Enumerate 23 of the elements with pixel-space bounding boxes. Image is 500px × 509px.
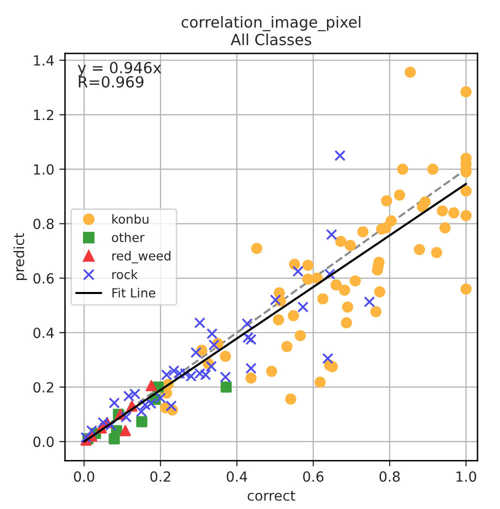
y-tick-label: 1.2: [34, 110, 54, 120]
y-tick-label: 1.0: [34, 164, 54, 175]
legend-label: konbu: [112, 214, 148, 224]
y-tick-label: 0.8: [33, 218, 54, 230]
legend-label: rock: [112, 270, 138, 280]
x-tick-label: 1.0: [456, 471, 476, 482]
x-axis-title: correct: [248, 490, 296, 501]
chart-title: correlation_image_pixel All Classes: [182, 16, 360, 46]
legend-label: red_weed: [112, 250, 170, 264]
legend-label: Fit Line: [112, 288, 156, 298]
annotation: y = 0.946x R=0.969: [78, 62, 162, 88]
x-tick-label: 0.2: [150, 471, 170, 482]
y-tick-label: 1.4: [34, 55, 54, 66]
x-tick-label: 0.0: [74, 471, 94, 482]
y-tick-label: 0.2: [33, 382, 54, 393]
y-tick-label: 0.4: [33, 328, 54, 338]
legend-label: other: [112, 232, 145, 242]
y-tick-label: 0.0: [33, 436, 54, 448]
x-tick-label: 0.4: [226, 471, 248, 482]
x-tick-label: 0.6: [303, 471, 324, 482]
x-tick-label: 0.8: [380, 471, 400, 482]
y-tick-label: 0.6: [33, 273, 54, 284]
y-axis-title: predict: [14, 233, 27, 280]
